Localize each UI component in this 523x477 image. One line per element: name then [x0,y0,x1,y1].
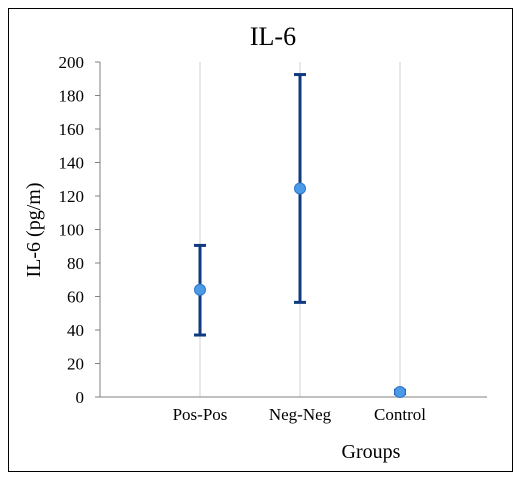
y-axis-title: IL-6 (pg/m) [23,183,45,278]
axes [95,61,487,398]
x-axis-title: Groups [342,441,401,463]
x-tick-label: Control [374,405,426,424]
data-point [194,283,206,296]
y-tick-label: 180 [59,87,85,106]
x-tick-label: Neg-Neg [269,405,332,424]
x-tick-label: Pos-Pos [173,405,228,424]
y-tick-label: 40 [67,321,84,340]
y-tick-label: 20 [67,355,84,374]
y-tick-label: 120 [59,187,85,206]
chart-title: IL-6 [250,22,296,51]
y-tick-label: 60 [67,288,84,307]
y-tick-labels: 0 20 40 60 80 100 120 140 160 180 200 [59,53,85,407]
y-tick-label: 100 [59,221,85,240]
chart-frame [8,8,513,472]
x-tick-labels: Pos-Pos Neg-Neg Control [173,405,427,424]
y-tick-label: 0 [76,388,85,407]
data-point [294,182,306,195]
y-tick-label: 140 [59,154,85,173]
data-point [394,385,406,398]
y-tick-label: 160 [59,120,85,139]
data-series [194,73,406,398]
y-tick-label: 80 [67,254,84,273]
y-tick-label: 200 [59,53,85,72]
